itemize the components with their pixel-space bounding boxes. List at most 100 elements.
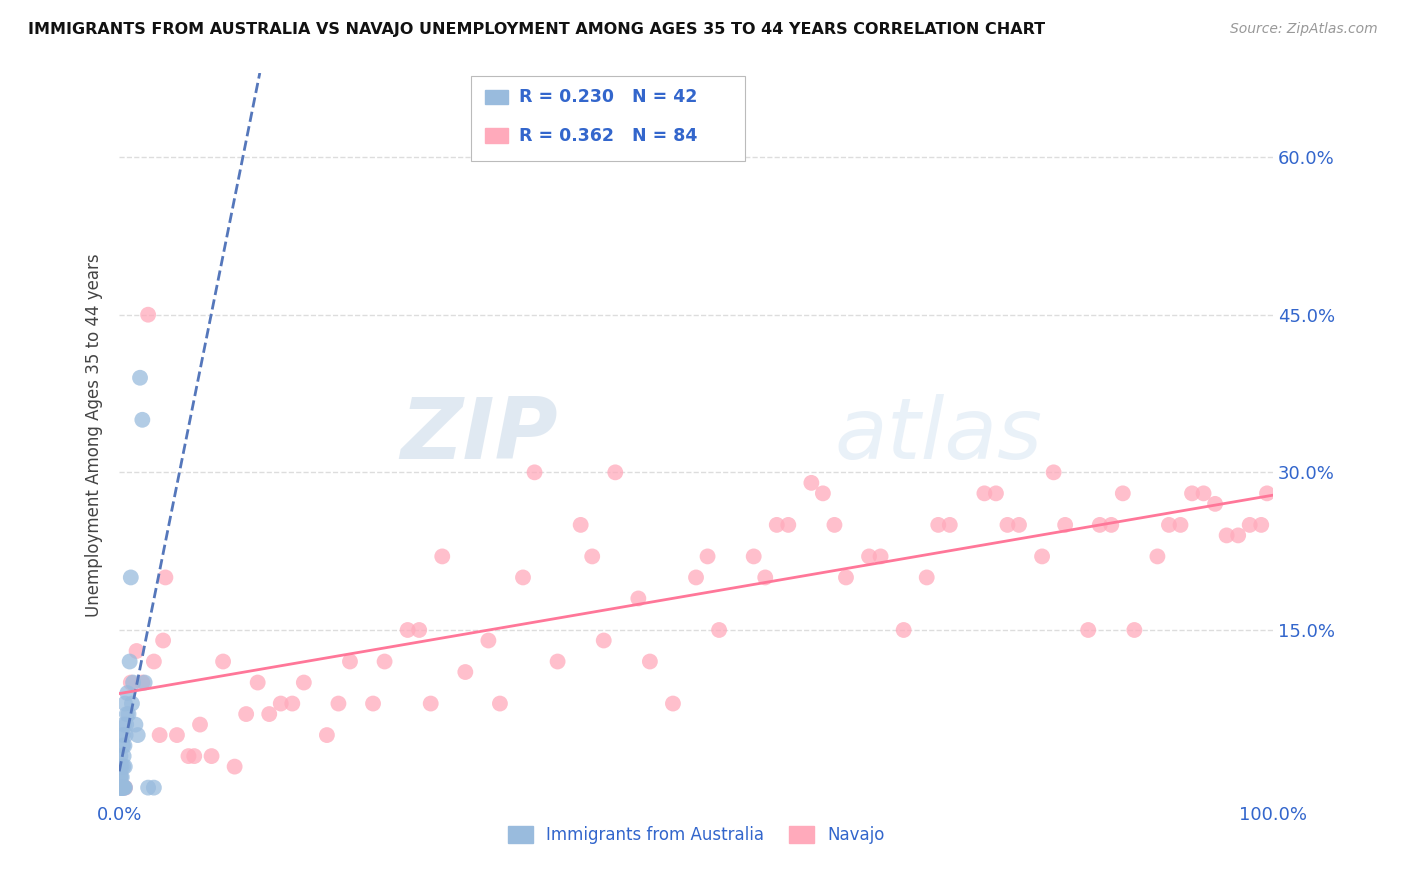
Point	[155, 570, 177, 584]
Point	[117, 686, 139, 700]
Point	[316, 728, 339, 742]
Point	[869, 549, 891, 564]
Point	[1077, 623, 1099, 637]
Point	[1054, 517, 1077, 532]
Point	[662, 697, 685, 711]
Point	[973, 486, 995, 500]
Point	[1123, 623, 1146, 637]
Point	[281, 697, 304, 711]
Point	[1146, 549, 1168, 564]
Text: R = 0.362   N = 84: R = 0.362 N = 84	[519, 127, 697, 145]
Point	[581, 549, 603, 564]
Point	[454, 665, 477, 679]
Point	[110, 749, 132, 764]
Point	[200, 749, 222, 764]
Point	[111, 739, 134, 753]
Point	[115, 707, 138, 722]
Point	[1256, 486, 1278, 500]
Point	[235, 707, 257, 722]
Point	[114, 739, 136, 753]
Point	[292, 675, 315, 690]
Point	[166, 728, 188, 742]
Point	[927, 517, 949, 532]
Point	[152, 633, 174, 648]
Point	[110, 770, 132, 784]
Point	[124, 717, 146, 731]
Point	[257, 707, 280, 722]
Point	[114, 780, 136, 795]
Point	[408, 623, 430, 637]
Point	[592, 633, 614, 648]
Point	[120, 570, 142, 584]
Point	[108, 780, 131, 795]
Point	[111, 780, 134, 795]
Point	[339, 655, 361, 669]
Point	[142, 780, 165, 795]
Point	[136, 308, 159, 322]
Point	[110, 780, 132, 795]
Point	[1088, 517, 1111, 532]
Point	[129, 370, 152, 384]
Point	[915, 570, 938, 584]
Point	[212, 655, 235, 669]
Point	[127, 728, 149, 742]
Point	[1042, 466, 1064, 480]
Point	[1181, 486, 1204, 500]
Point	[707, 623, 730, 637]
Point	[1215, 528, 1237, 542]
Point	[149, 728, 172, 742]
Point	[114, 697, 136, 711]
Point	[111, 780, 134, 795]
Point	[1008, 517, 1031, 532]
Text: R = 0.230   N = 42: R = 0.230 N = 42	[519, 88, 697, 106]
Point	[1099, 517, 1122, 532]
Point	[108, 759, 131, 773]
Point	[685, 570, 707, 584]
Point	[523, 466, 546, 480]
Point	[142, 655, 165, 669]
Point	[1031, 549, 1053, 564]
Point	[1250, 517, 1272, 532]
Point	[811, 486, 834, 500]
Point	[111, 780, 134, 795]
Point	[110, 770, 132, 784]
Point	[1112, 486, 1135, 500]
Point	[246, 675, 269, 690]
Point	[1227, 528, 1250, 542]
Point	[188, 717, 211, 731]
Point	[627, 591, 650, 606]
Point	[112, 780, 135, 795]
Point	[118, 655, 141, 669]
Legend: Immigrants from Australia, Navajo: Immigrants from Australia, Navajo	[508, 826, 884, 844]
Text: Source: ZipAtlas.com: Source: ZipAtlas.com	[1230, 22, 1378, 37]
Point	[114, 780, 136, 795]
Point	[754, 570, 776, 584]
Point	[110, 780, 132, 795]
Point	[742, 549, 765, 564]
Point	[136, 780, 159, 795]
Point	[117, 707, 139, 722]
Point	[112, 780, 135, 795]
Point	[997, 517, 1019, 532]
Point	[120, 675, 142, 690]
Point	[224, 759, 246, 773]
Point	[1192, 486, 1215, 500]
Point	[125, 644, 148, 658]
Point	[110, 780, 132, 795]
Point	[477, 633, 499, 648]
Point	[110, 759, 132, 773]
Point	[823, 517, 845, 532]
Point	[110, 780, 132, 795]
Point	[696, 549, 718, 564]
Point	[835, 570, 858, 584]
Point	[638, 655, 661, 669]
Point	[800, 475, 823, 490]
Y-axis label: Unemployment Among Ages 35 to 44 years: Unemployment Among Ages 35 to 44 years	[86, 253, 103, 617]
Point	[512, 570, 534, 584]
Text: atlas: atlas	[834, 394, 1042, 477]
Point	[1157, 517, 1180, 532]
Point	[112, 717, 135, 731]
Point	[114, 759, 136, 773]
Point	[270, 697, 292, 711]
Point	[108, 780, 131, 795]
